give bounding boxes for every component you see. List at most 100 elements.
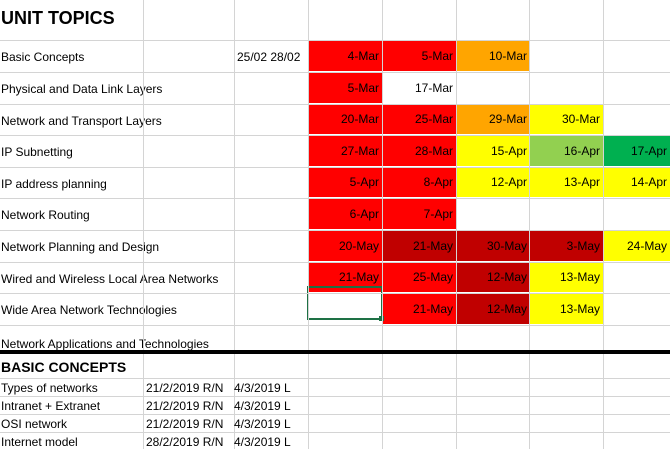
date-cell[interactable]: 21-May [382, 293, 456, 324]
date-cell[interactable]: 7-Apr [382, 198, 456, 229]
date-cell[interactable] [603, 198, 670, 229]
date-cell[interactable]: 12-Apr [456, 167, 530, 197]
grid-row-line [0, 104, 670, 105]
date-cell[interactable]: 12-May [456, 262, 530, 292]
second-date[interactable]: 4/3/2019 L [234, 417, 291, 431]
date-cell[interactable]: 8-Apr [382, 167, 456, 197]
date-cell[interactable]: 27-Mar [308, 135, 382, 166]
grid-row-line [0, 396, 670, 397]
date-cell[interactable]: 21-May [382, 230, 456, 261]
date-cell[interactable] [529, 198, 603, 229]
date-cell[interactable] [529, 40, 603, 71]
date-cell[interactable] [382, 325, 456, 349]
date-cell[interactable]: 16-Apr [529, 135, 603, 166]
date-cell[interactable]: 28-Mar [382, 135, 456, 166]
date-cell[interactable]: 13-Apr [529, 167, 603, 197]
date-cell[interactable] [603, 104, 670, 134]
grid-column-line [529, 0, 530, 350]
topic-label[interactable]: Basic Concepts [1, 50, 85, 64]
grid-row-line [0, 325, 670, 326]
fill-handle[interactable] [379, 316, 384, 321]
first-date[interactable]: 21/2/2019 R/N [146, 381, 224, 395]
date-cell[interactable]: 3-May [529, 230, 603, 261]
topic-label[interactable]: Wired and Wireless Local Area Networks [1, 272, 219, 286]
topic-label[interactable]: Network and Transport Layers [1, 114, 162, 128]
date-cell[interactable] [529, 72, 603, 103]
date-cell[interactable] [603, 262, 670, 292]
date-cell[interactable] [603, 40, 670, 71]
date-cell[interactable]: 5-Mar [308, 72, 382, 103]
topic-label[interactable]: IP Subnetting [1, 145, 73, 159]
grid-column-line [308, 0, 309, 350]
basic-concepts-title: BASIC CONCEPTS [1, 359, 127, 375]
date-cell[interactable]: 25-Mar [382, 104, 456, 134]
concept-label[interactable]: Intranet + Extranet [1, 399, 101, 413]
grid-column-line [234, 354, 235, 449]
selected-cell[interactable] [307, 286, 383, 320]
second-date[interactable]: 4/3/2019 L [234, 399, 291, 413]
date-cell[interactable] [603, 325, 670, 349]
concept-label[interactable]: Types of networks [1, 381, 98, 395]
date-cell[interactable]: 29-Mar [456, 104, 530, 134]
date-cell[interactable]: 13-May [529, 262, 603, 292]
unit-topics-title: UNIT TOPICS [1, 8, 115, 28]
topic-label[interactable]: Wide Area Network Technologies [1, 303, 177, 317]
date-cell[interactable]: 20-May [308, 230, 382, 261]
grid-column-line [382, 0, 383, 350]
first-date[interactable]: 21/2/2019 R/N [146, 417, 224, 431]
topic-label[interactable]: Network Planning and Design [1, 240, 160, 254]
grid-column-line [143, 354, 144, 449]
date-cell[interactable] [456, 325, 530, 349]
grid-row-line [0, 432, 670, 433]
date-cell[interactable] [456, 72, 530, 103]
topic-label[interactable]: Physical and Data Link Layers [1, 82, 163, 96]
date-cell[interactable]: 5-Mar [382, 40, 456, 71]
grid-column-line [529, 354, 530, 449]
topic-label[interactable]: Network Applications and Technologies [1, 337, 209, 351]
date-cell[interactable]: 30-May [456, 230, 530, 261]
grid-column-line [234, 0, 235, 350]
date-cell[interactable] [529, 325, 603, 349]
date-cell[interactable]: 6-Apr [308, 198, 382, 229]
date-cell[interactable] [603, 72, 670, 103]
first-date[interactable]: 28/2/2019 R/N [146, 435, 224, 449]
date-cell[interactable]: 17-Apr [603, 135, 670, 166]
date-cell[interactable]: 25-May [382, 262, 456, 292]
grid-row-line [0, 262, 670, 263]
grid-column-line [456, 354, 457, 449]
date-cell[interactable] [308, 325, 382, 349]
date-cell[interactable]: 12-May [456, 293, 530, 324]
concept-label[interactable]: OSI network [1, 417, 68, 431]
date-cell[interactable]: 30-Mar [529, 104, 603, 134]
grid-row-line [0, 40, 670, 41]
grid-column-line [603, 354, 604, 449]
date-cell[interactable]: 14-Apr [603, 167, 670, 197]
grid-column-line [456, 0, 457, 350]
planned-dates[interactable]: 25/02 28/02 [237, 50, 301, 64]
date-cell[interactable]: 15-Apr [456, 135, 530, 166]
second-date[interactable]: 4/3/2019 L [234, 381, 291, 395]
date-cell[interactable] [603, 293, 670, 324]
grid-row-line [0, 378, 670, 379]
date-cell[interactable]: 17-Mar [414, 80, 453, 95]
second-date[interactable]: 4/3/2019 L [234, 435, 291, 449]
date-cell[interactable]: 4-Mar [308, 40, 382, 71]
grid-row-line [0, 72, 670, 73]
grid-row-line [0, 198, 670, 199]
concept-label[interactable]: Internet model [1, 435, 78, 449]
date-cell[interactable]: 10-Mar [456, 40, 530, 71]
section-divider [0, 350, 670, 354]
first-date[interactable]: 21/2/2019 R/N [146, 399, 224, 413]
grid-row-line [0, 293, 670, 294]
date-cell[interactable]: 20-Mar [308, 104, 382, 134]
date-cell[interactable]: 24-May [603, 230, 670, 261]
date-cell[interactable]: 5-Apr [308, 167, 382, 197]
grid-column-line [143, 0, 144, 350]
grid-column-line [382, 354, 383, 449]
date-cell[interactable]: 13-May [529, 293, 603, 324]
date-cell[interactable] [456, 198, 530, 229]
grid-row-line [0, 414, 670, 415]
topic-label[interactable]: Network Routing [1, 208, 90, 222]
topic-label[interactable]: IP address planning [1, 177, 107, 191]
grid-row-line [0, 167, 670, 168]
